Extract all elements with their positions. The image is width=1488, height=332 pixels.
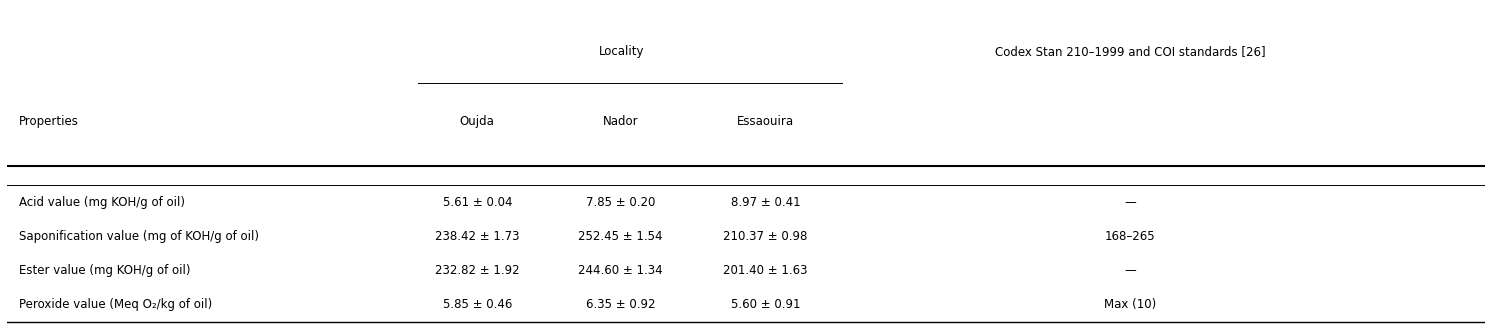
Text: 5.85 ± 0.46: 5.85 ± 0.46 xyxy=(442,298,512,311)
Text: —: — xyxy=(1125,196,1137,209)
Text: 7.85 ± 0.20: 7.85 ± 0.20 xyxy=(586,196,655,209)
Text: 238.42 ± 1.73: 238.42 ± 1.73 xyxy=(434,230,519,243)
Text: Saponification value (mg of KOH/g of oil): Saponification value (mg of KOH/g of oil… xyxy=(19,230,259,243)
Text: Essaouira: Essaouira xyxy=(737,115,795,128)
Text: Nador: Nador xyxy=(603,115,638,128)
Text: 244.60 ± 1.34: 244.60 ± 1.34 xyxy=(579,264,664,277)
Text: —: — xyxy=(1125,264,1137,277)
Text: 5.61 ± 0.04: 5.61 ± 0.04 xyxy=(442,196,512,209)
Text: Ester value (mg KOH/g of oil): Ester value (mg KOH/g of oil) xyxy=(19,264,190,277)
Text: 201.40 ± 1.63: 201.40 ± 1.63 xyxy=(723,264,808,277)
Text: Max (10): Max (10) xyxy=(1104,298,1156,311)
Text: 210.37 ± 0.98: 210.37 ± 0.98 xyxy=(723,230,808,243)
Text: Codex Stan 210–1999 and COI standards [26]: Codex Stan 210–1999 and COI standards [2… xyxy=(995,45,1266,58)
Text: 8.97 ± 0.41: 8.97 ± 0.41 xyxy=(731,196,801,209)
Text: Oujda: Oujda xyxy=(460,115,494,128)
Text: Acid value (mg KOH/g of oil): Acid value (mg KOH/g of oil) xyxy=(19,196,186,209)
Text: 232.82 ± 1.92: 232.82 ± 1.92 xyxy=(434,264,519,277)
Text: 168–265: 168–265 xyxy=(1106,230,1156,243)
Text: 6.35 ± 0.92: 6.35 ± 0.92 xyxy=(586,298,655,311)
Text: Peroxide value (Meq O₂/kg of oil): Peroxide value (Meq O₂/kg of oil) xyxy=(19,298,213,311)
Text: Properties: Properties xyxy=(19,115,79,128)
Text: Locality: Locality xyxy=(598,45,644,58)
Text: 5.60 ± 0.91: 5.60 ± 0.91 xyxy=(731,298,801,311)
Text: 252.45 ± 1.54: 252.45 ± 1.54 xyxy=(579,230,662,243)
